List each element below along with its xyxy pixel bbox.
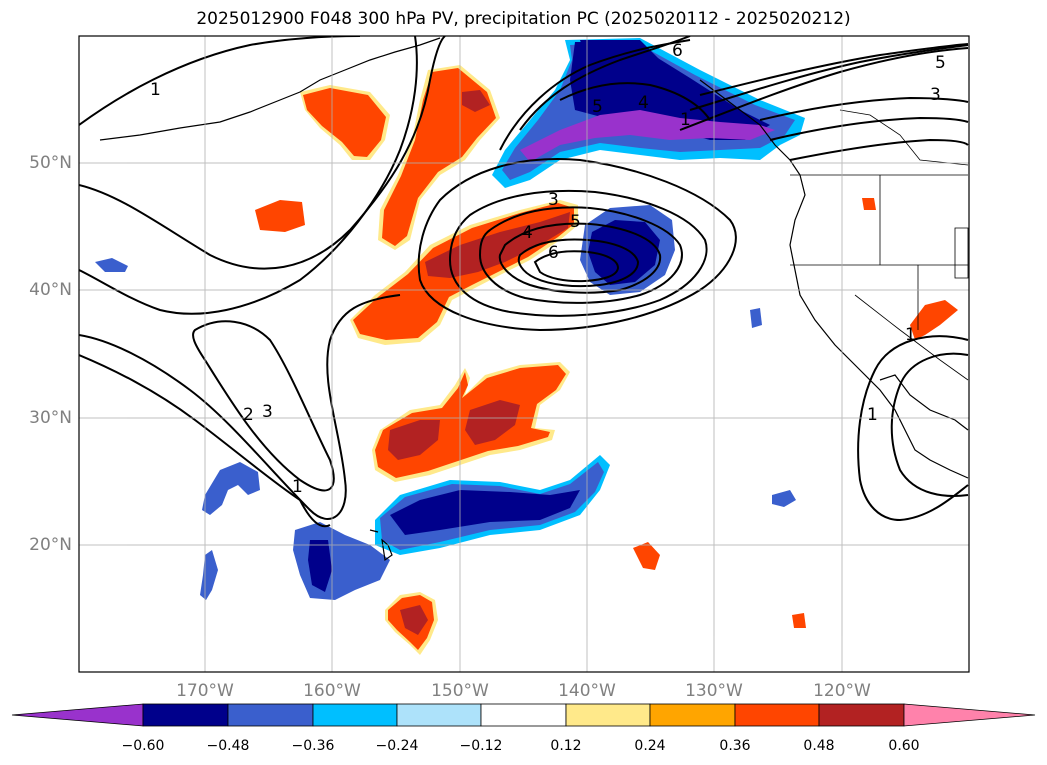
lon-label: 150°W — [431, 681, 489, 701]
negative-anomaly-subtropical — [95, 258, 796, 600]
colorbar-tick: 0.12 — [550, 738, 582, 754]
colorbar-tick: 0.36 — [719, 738, 751, 754]
lat-label: 50°N — [29, 153, 72, 173]
contour-label: 5 — [935, 53, 946, 73]
contour-label: 1 — [867, 405, 878, 425]
colorbar-extend-high — [903, 703, 1036, 727]
map-title: 2025012900 F048 300 hPa PV, precipitatio… — [196, 9, 851, 29]
pv-contours — [79, 36, 969, 528]
political-boundaries — [790, 109, 969, 381]
contour-label: 1 — [292, 477, 303, 497]
colorbar-swatch — [649, 703, 736, 727]
contour-label: 1 — [680, 110, 691, 130]
contour-label: 4 — [638, 93, 649, 113]
contour-label: 3 — [930, 85, 941, 105]
colorbar-swatch — [565, 703, 651, 727]
contour-label: 2 — [243, 405, 254, 425]
lat-label: 40°N — [29, 280, 72, 300]
negative-anomaly-northeast-pacific — [492, 38, 805, 188]
colorbar-tick: −0.12 — [459, 738, 503, 754]
colorbar-tick: −0.48 — [206, 738, 250, 754]
colorbar-extend-low — [11, 703, 144, 727]
contour-label: 3 — [262, 402, 273, 422]
colorbar-tick: 0.60 — [888, 738, 920, 754]
colorbar-swatch — [227, 703, 314, 727]
contour-label: 6 — [548, 243, 559, 263]
colorbar-tick: 0.24 — [634, 738, 666, 754]
contour-label: 1 — [905, 325, 916, 345]
contour-label: 1 — [150, 80, 161, 100]
contour-label: 3 — [548, 190, 559, 210]
graticule — [79, 36, 969, 672]
colorbar-swatch — [142, 703, 229, 727]
colorbar-swatch — [312, 703, 398, 727]
contour-label: 4 — [522, 223, 533, 243]
colorbar-tick: 0.48 — [803, 738, 835, 754]
colorbar — [11, 703, 1036, 727]
positive-anomaly-subtropical — [372, 300, 958, 655]
lon-label: 130°W — [685, 681, 743, 701]
contour-labels: 1 1 2 3 3 4 5 6 5 4 6 5 3 1 1 1 — [150, 41, 946, 497]
contour-label: 5 — [592, 97, 603, 117]
colorbar-swatch — [396, 703, 482, 727]
contour-label: 6 — [672, 41, 683, 61]
colorbar-tick: −0.36 — [291, 738, 335, 754]
lon-label: 120°W — [813, 681, 871, 701]
coastlines — [99, 37, 969, 562]
colorbar-swatch — [480, 703, 567, 727]
positive-anomaly-gulf-of-alaska — [255, 65, 876, 250]
lat-label: 20°N — [29, 535, 72, 555]
lon-label: 170°W — [176, 681, 234, 701]
colorbar-swatch — [734, 703, 820, 727]
colorbar-tick: −0.24 — [375, 738, 419, 754]
colorbar-swatch — [818, 703, 905, 727]
lon-label: 140°W — [558, 681, 616, 701]
map-frame — [78, 35, 970, 673]
contour-label: 5 — [570, 212, 581, 232]
lat-label: 30°N — [29, 408, 72, 428]
colorbar-tick: −0.60 — [121, 738, 165, 754]
lon-label: 160°W — [303, 681, 361, 701]
